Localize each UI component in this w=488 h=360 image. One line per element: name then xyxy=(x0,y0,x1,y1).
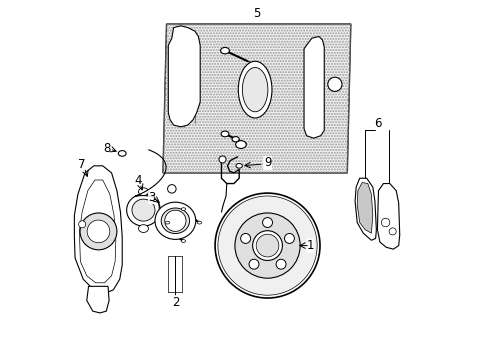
Ellipse shape xyxy=(165,221,169,224)
Ellipse shape xyxy=(138,225,148,233)
Text: 3: 3 xyxy=(148,190,156,203)
Ellipse shape xyxy=(232,136,239,142)
Circle shape xyxy=(79,221,85,228)
Polygon shape xyxy=(168,26,200,127)
Text: 6: 6 xyxy=(373,117,380,130)
Circle shape xyxy=(215,193,319,298)
Circle shape xyxy=(248,259,259,269)
Polygon shape xyxy=(354,178,376,240)
Ellipse shape xyxy=(126,194,160,226)
Polygon shape xyxy=(86,286,109,313)
Circle shape xyxy=(381,218,389,227)
Circle shape xyxy=(219,156,225,163)
Circle shape xyxy=(218,196,317,295)
Ellipse shape xyxy=(181,208,185,211)
Circle shape xyxy=(240,234,250,243)
Circle shape xyxy=(388,228,395,235)
Circle shape xyxy=(327,77,341,91)
Polygon shape xyxy=(304,36,324,138)
Circle shape xyxy=(276,259,285,269)
Ellipse shape xyxy=(155,202,195,239)
Ellipse shape xyxy=(132,199,155,221)
Circle shape xyxy=(167,185,176,193)
Circle shape xyxy=(80,213,117,250)
Text: 8: 8 xyxy=(103,141,110,154)
Ellipse shape xyxy=(238,61,271,118)
Polygon shape xyxy=(356,183,372,233)
Circle shape xyxy=(284,234,294,243)
Text: 4: 4 xyxy=(134,174,142,186)
Text: 1: 1 xyxy=(305,239,313,252)
Text: 9: 9 xyxy=(263,157,271,170)
Ellipse shape xyxy=(161,208,189,234)
Ellipse shape xyxy=(221,131,228,137)
Circle shape xyxy=(252,231,282,260)
Polygon shape xyxy=(377,184,399,249)
Text: 7: 7 xyxy=(78,158,86,171)
Ellipse shape xyxy=(242,67,267,112)
Ellipse shape xyxy=(220,48,229,54)
Ellipse shape xyxy=(181,240,185,242)
Ellipse shape xyxy=(236,163,242,168)
Text: 5: 5 xyxy=(253,7,260,20)
Ellipse shape xyxy=(197,221,201,224)
Ellipse shape xyxy=(235,141,246,148)
Polygon shape xyxy=(74,166,122,293)
Text: 2: 2 xyxy=(171,296,179,309)
Polygon shape xyxy=(163,24,350,173)
Circle shape xyxy=(234,213,300,278)
Ellipse shape xyxy=(138,188,148,195)
Circle shape xyxy=(87,220,110,243)
Ellipse shape xyxy=(118,150,126,156)
Circle shape xyxy=(256,234,278,257)
Circle shape xyxy=(262,217,272,228)
Circle shape xyxy=(164,210,185,231)
